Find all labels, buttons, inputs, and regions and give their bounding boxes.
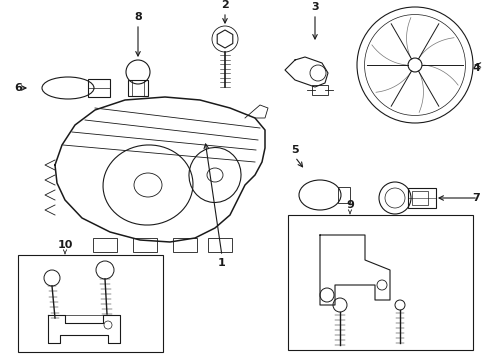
Text: 8: 8 — [134, 12, 142, 22]
Text: 9: 9 — [346, 200, 353, 210]
Text: 1: 1 — [218, 258, 225, 268]
Bar — [93, 238, 117, 252]
Text: 3: 3 — [310, 2, 318, 12]
Bar — [411, 191, 427, 205]
Bar — [65, 315, 103, 323]
Text: 7: 7 — [471, 193, 479, 203]
Bar — [337, 187, 349, 203]
Bar — [173, 238, 197, 252]
Text: 2: 2 — [221, 0, 228, 10]
Bar — [88, 79, 110, 97]
Bar — [207, 238, 231, 252]
Text: 10: 10 — [57, 240, 73, 250]
Bar — [128, 80, 148, 96]
Bar — [133, 238, 157, 252]
Bar — [407, 188, 435, 208]
Bar — [287, 215, 472, 350]
Text: 4: 4 — [471, 63, 479, 73]
Text: 6: 6 — [14, 83, 22, 93]
Text: 5: 5 — [290, 145, 298, 155]
Bar — [18, 255, 163, 352]
Bar — [311, 85, 327, 95]
